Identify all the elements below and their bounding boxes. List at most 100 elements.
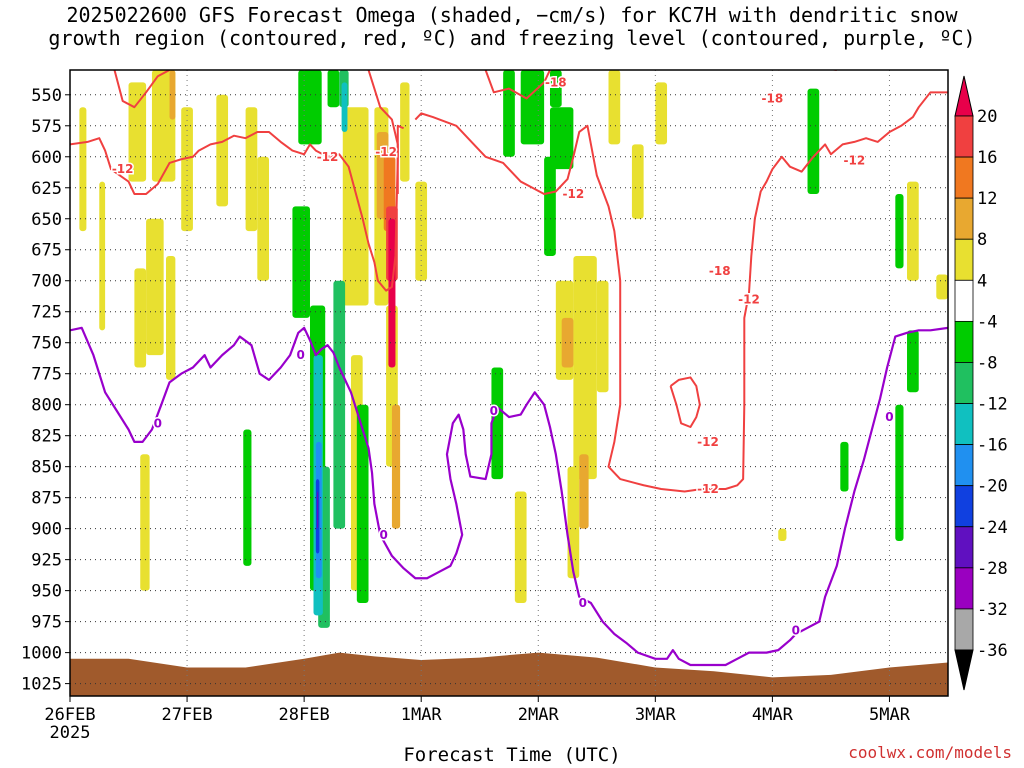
dendritic-label-8: -12 bbox=[738, 292, 760, 306]
omega-region-16 bbox=[400, 82, 410, 182]
omega-region-25 bbox=[655, 82, 668, 145]
omega-region-28 bbox=[936, 274, 948, 300]
omega-region-44 bbox=[503, 70, 515, 157]
x-tick-sublabel-26FEB: 2025 bbox=[50, 723, 91, 743]
x-tick-label-3MAR: 3MAR bbox=[635, 705, 677, 725]
y-tick-label-850: 850 bbox=[31, 458, 62, 478]
omega-region-53 bbox=[907, 330, 919, 393]
x-tick-label-1MAR: 1MAR bbox=[401, 705, 443, 725]
omega-region-40 bbox=[356, 404, 369, 604]
colorbar-box-4 bbox=[954, 279, 974, 322]
colorbar-label-6: -8 bbox=[977, 353, 997, 373]
dendritic-label-6: -12 bbox=[844, 153, 866, 167]
freezing-label-3: 0 bbox=[490, 404, 498, 418]
terrain-area bbox=[70, 652, 948, 696]
omega-region-36 bbox=[388, 218, 396, 368]
omega-region-41 bbox=[243, 429, 252, 566]
omega-region-26 bbox=[778, 528, 787, 542]
colorbar-box-11 bbox=[954, 567, 974, 610]
dendritic-contour-6 bbox=[669, 376, 701, 429]
dendritic-label-0: -18 bbox=[545, 75, 567, 89]
colorbar-label-13: -36 bbox=[977, 641, 1008, 661]
y-tick-label-775: 775 bbox=[31, 365, 62, 385]
y-tick-label-725: 725 bbox=[31, 303, 62, 323]
y-tick-label-700: 700 bbox=[31, 272, 62, 292]
omega-region-11 bbox=[257, 156, 270, 281]
colorbar-box-5 bbox=[954, 320, 974, 363]
omega-region-20 bbox=[573, 255, 597, 480]
colorbar-box-12 bbox=[954, 608, 974, 651]
omega-region-55 bbox=[333, 280, 346, 529]
omega-region-48 bbox=[544, 156, 556, 256]
omega-region-0 bbox=[79, 107, 87, 232]
y-tick-label-825: 825 bbox=[31, 427, 62, 447]
colorbar-box-0 bbox=[954, 115, 974, 158]
freezing-label-4: 0 bbox=[579, 596, 587, 610]
colorbar-label-12: -32 bbox=[977, 600, 1008, 620]
colorbar: 20 16 12 8 4 -4 -8 -12 -16 -20 -24 -28 -32 -36 bbox=[954, 75, 1008, 691]
omega-region-45 bbox=[520, 70, 545, 145]
colorbar-box-10 bbox=[954, 526, 974, 569]
freezing-level-contour bbox=[70, 326, 948, 667]
omega-region-49 bbox=[807, 88, 820, 194]
freezing-label-0: 0 bbox=[154, 416, 162, 430]
terrain-fill bbox=[70, 652, 948, 696]
colorbar-box-6 bbox=[954, 362, 974, 404]
omega-region-12 bbox=[342, 107, 369, 306]
y-tick-label-600: 600 bbox=[31, 148, 62, 168]
dendritic-label-10: -12 bbox=[697, 482, 719, 496]
omega-region-46 bbox=[549, 70, 562, 108]
omega-region-47 bbox=[549, 107, 574, 170]
colorbar-label-3: 8 bbox=[977, 230, 987, 250]
freezing-label-6: 0 bbox=[885, 410, 893, 424]
dendritic-label-7: -18 bbox=[709, 264, 731, 278]
freezing-label-2: 0 bbox=[380, 528, 388, 542]
omega-region-10 bbox=[245, 107, 258, 232]
dendritic-label-2: -12 bbox=[375, 145, 397, 159]
x-tick-label-4MAR: 4MAR bbox=[752, 705, 794, 725]
omega-region-58 bbox=[341, 82, 348, 132]
omega-region-21 bbox=[567, 466, 580, 579]
y-tick-label-750: 750 bbox=[31, 334, 62, 354]
omega-region-29 bbox=[169, 70, 176, 120]
omega-region-32 bbox=[579, 454, 589, 529]
omega-region-33 bbox=[391, 404, 401, 529]
y-tick-label-1025: 1025 bbox=[21, 675, 62, 695]
y-tick-label-800: 800 bbox=[31, 396, 62, 416]
colorbar-box-2 bbox=[954, 197, 974, 240]
dendritic-contour-1 bbox=[484, 70, 551, 100]
dendritic-label-9: -12 bbox=[697, 435, 719, 449]
omega-region-24 bbox=[631, 144, 644, 219]
omega-region-31 bbox=[561, 317, 574, 368]
colorbar-label-5: -4 bbox=[977, 312, 997, 332]
omega-region-8 bbox=[181, 107, 193, 232]
colorbar-box-1 bbox=[954, 156, 974, 199]
site-credit: coolwx.com/models bbox=[848, 743, 1012, 762]
colorbar-bottom-arrow bbox=[954, 649, 974, 691]
colorbar-label-8: -16 bbox=[977, 436, 1008, 456]
colorbar-top-arrow bbox=[954, 75, 974, 117]
omega-region-3 bbox=[134, 268, 147, 368]
omega-region-4 bbox=[140, 454, 150, 591]
omega-region-22 bbox=[596, 280, 609, 393]
title-line-2: growth region (contoured, red, ºC) and f… bbox=[48, 26, 976, 50]
colorbar-box-8 bbox=[954, 444, 974, 487]
dendritic-contour-3 bbox=[70, 124, 405, 292]
omega-region-18 bbox=[514, 491, 527, 604]
colorbar-label-10: -24 bbox=[977, 518, 1008, 538]
omega-region-42 bbox=[327, 70, 340, 108]
omega-shading bbox=[79, 70, 948, 628]
omega-region-23 bbox=[608, 70, 621, 145]
colorbar-box-7 bbox=[954, 403, 974, 446]
colorbar-label-0: 20 bbox=[977, 107, 997, 127]
omega-region-27 bbox=[907, 181, 919, 281]
y-tick-label-625: 625 bbox=[31, 179, 62, 199]
omega-region-43 bbox=[491, 367, 504, 480]
dendritic-contour-5 bbox=[414, 91, 948, 493]
colorbar-box-3 bbox=[954, 238, 974, 281]
y-tick-label-550: 550 bbox=[31, 86, 62, 106]
plot-frame bbox=[69, 69, 949, 697]
omega-region-50 bbox=[840, 441, 849, 492]
omega-region-51 bbox=[895, 193, 904, 269]
